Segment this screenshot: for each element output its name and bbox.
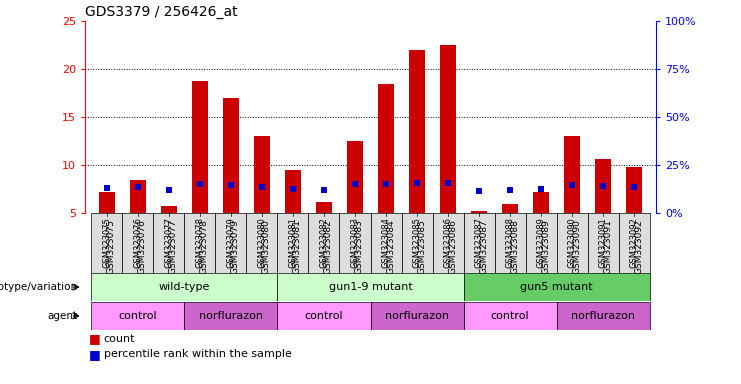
Text: GSM323077: GSM323077	[165, 217, 173, 268]
Bar	[370, 213, 402, 273]
Text: GSM323075: GSM323075	[102, 217, 111, 268]
Bar	[370, 302, 464, 329]
Bar	[378, 84, 393, 213]
Bar	[588, 213, 619, 273]
Bar	[91, 302, 185, 329]
Text: GSM323092: GSM323092	[630, 217, 639, 268]
Text: GSM323087: GSM323087	[474, 217, 484, 268]
Text: GSM323079: GSM323079	[231, 219, 240, 274]
Bar	[99, 192, 115, 213]
Bar	[308, 213, 339, 273]
Text: ■: ■	[89, 332, 101, 345]
Bar	[409, 50, 425, 213]
Text: GSM323086: GSM323086	[448, 219, 457, 274]
Bar	[185, 213, 216, 273]
Text: GSM323083: GSM323083	[350, 217, 359, 268]
Bar	[339, 213, 370, 273]
Text: norflurazon: norflurazon	[385, 311, 449, 321]
Text: GSM323088: GSM323088	[505, 217, 514, 268]
Bar	[502, 204, 518, 213]
Text: GSM323075: GSM323075	[107, 219, 116, 274]
Bar	[494, 213, 525, 273]
Text: GSM323083: GSM323083	[355, 219, 364, 274]
Bar	[185, 302, 277, 329]
Text: GSM323082: GSM323082	[319, 217, 328, 268]
Text: gun1-9 mutant: gun1-9 mutant	[328, 282, 413, 292]
Text: GSM323080: GSM323080	[257, 217, 267, 268]
Text: GSM323088: GSM323088	[510, 219, 519, 274]
Bar	[216, 213, 247, 273]
Bar	[316, 202, 332, 213]
Text: GSM323089: GSM323089	[536, 217, 545, 268]
Bar	[440, 45, 456, 213]
Bar	[153, 213, 185, 273]
Bar	[122, 213, 153, 273]
Bar	[433, 213, 464, 273]
Text: control: control	[305, 311, 343, 321]
Text: GSM323089: GSM323089	[541, 219, 550, 274]
Bar	[626, 167, 642, 213]
Text: GSM323091: GSM323091	[599, 217, 608, 268]
Bar	[277, 273, 464, 301]
Text: count: count	[104, 334, 136, 344]
Text: GSM323079: GSM323079	[227, 217, 236, 268]
Bar	[619, 213, 650, 273]
Bar	[223, 98, 239, 213]
Text: GSM323090: GSM323090	[568, 217, 576, 268]
Text: GSM323081: GSM323081	[293, 219, 302, 274]
Text: GSM323091: GSM323091	[603, 219, 612, 274]
Text: wild-type: wild-type	[159, 282, 210, 292]
Bar	[91, 213, 122, 273]
Bar	[556, 302, 650, 329]
Bar	[464, 213, 494, 273]
Bar	[162, 207, 176, 213]
Text: GDS3379 / 256426_at: GDS3379 / 256426_at	[85, 5, 238, 19]
Bar	[595, 159, 611, 213]
Text: GSM323081: GSM323081	[288, 217, 297, 268]
Bar	[130, 180, 146, 213]
Text: GSM323082: GSM323082	[324, 219, 333, 274]
Bar	[285, 170, 301, 213]
Text: GSM323078: GSM323078	[196, 217, 205, 268]
Text: GSM323084: GSM323084	[382, 217, 391, 268]
Bar	[471, 211, 487, 213]
Text: GSM323086: GSM323086	[444, 217, 453, 268]
Bar	[277, 213, 308, 273]
Text: GSM323092: GSM323092	[634, 219, 643, 274]
Bar	[247, 213, 277, 273]
Text: genotype/variation: genotype/variation	[0, 282, 78, 292]
Text: GSM323085: GSM323085	[413, 217, 422, 268]
Text: percentile rank within the sample: percentile rank within the sample	[104, 349, 292, 359]
Bar	[91, 273, 277, 301]
Text: GSM323090: GSM323090	[572, 219, 581, 274]
Text: ■: ■	[89, 348, 101, 361]
Bar	[254, 136, 270, 213]
Text: GSM323087: GSM323087	[479, 219, 488, 274]
Text: norflurazon: norflurazon	[199, 311, 263, 321]
Bar	[565, 136, 579, 213]
Text: GSM323080: GSM323080	[262, 219, 271, 274]
Text: GSM323076: GSM323076	[138, 219, 147, 274]
Text: GSM323076: GSM323076	[133, 217, 142, 268]
Bar	[348, 141, 363, 213]
Bar	[277, 302, 370, 329]
Text: GSM323084: GSM323084	[386, 219, 395, 274]
Bar	[464, 302, 556, 329]
Text: GSM323078: GSM323078	[200, 219, 209, 274]
Text: control: control	[491, 311, 529, 321]
Text: norflurazon: norflurazon	[571, 311, 635, 321]
Text: agent: agent	[47, 311, 78, 321]
Bar	[525, 213, 556, 273]
Text: GSM323085: GSM323085	[417, 219, 426, 274]
Text: control: control	[119, 311, 157, 321]
Bar	[402, 213, 433, 273]
Bar	[192, 81, 207, 213]
Bar	[534, 192, 549, 213]
Text: GSM323077: GSM323077	[169, 219, 178, 274]
Text: gun5 mutant: gun5 mutant	[520, 282, 593, 292]
Bar	[556, 213, 588, 273]
Bar	[464, 273, 650, 301]
